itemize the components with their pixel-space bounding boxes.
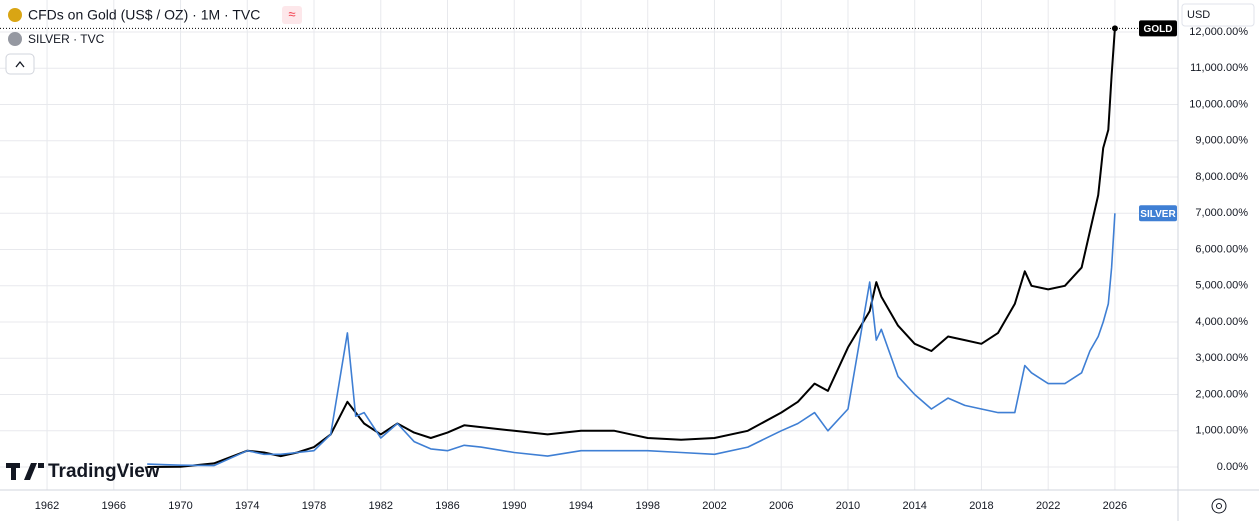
x-tick-label: 2022: [1036, 500, 1060, 512]
settings-button[interactable]: [1211, 498, 1227, 514]
x-tick-label: 2002: [702, 500, 726, 512]
collapse-icon: [15, 60, 25, 68]
grid: [0, 0, 1178, 490]
series-line: [147, 28, 1116, 468]
x-tick-label: 2006: [769, 500, 793, 512]
x-tick-label: 1974: [235, 500, 259, 512]
status-badge[interactable]: [282, 6, 302, 24]
series-label: SILVER: [1140, 209, 1176, 220]
x-tick-label: 2014: [902, 500, 926, 512]
x-tick-label: 2010: [836, 500, 860, 512]
x-tick-label: 2018: [969, 500, 993, 512]
x-tick-label: 1986: [435, 500, 459, 512]
y-tick-label: 10,000.00%: [1189, 98, 1248, 110]
y-tick-label: 0.00%: [1217, 461, 1248, 473]
chart-title: CFDs on Gold (US$ / OZ) · 1M · TVC: [28, 7, 260, 23]
overlay: 0.00% 1,000.00% 2,000.00% 3,000.00% 4,000.00…: [0, 20, 1248, 512]
y-tick-label: 8,000.00%: [1195, 171, 1248, 183]
y-tick-label: 4,000.00%: [1195, 316, 1248, 328]
y-tick-label: 9,000.00%: [1195, 135, 1248, 147]
logo-mark: [6, 463, 44, 480]
series-label: GOLD: [1144, 24, 1173, 35]
x-tick-label: 2026: [1103, 500, 1127, 512]
x-tick-label: 1962: [35, 500, 59, 512]
last-point: [1111, 25, 1118, 32]
currency-button[interactable]: [1181, 3, 1255, 27]
silver-icon: [8, 32, 22, 46]
watermark: TradingView: [48, 461, 160, 482]
y-tick-label: 5,000.00%: [1195, 280, 1248, 292]
y-tick-label: 2,000.00%: [1195, 388, 1248, 400]
currency: USD: [1187, 9, 1210, 21]
status-icon: ≈: [288, 6, 295, 21]
y-tick-label: 11,000.00%: [1190, 62, 1248, 74]
collapse-button[interactable]: [5, 53, 35, 75]
series-label-box: [1139, 205, 1177, 222]
x-tick-label: 1970: [168, 500, 192, 512]
y-tick-label: 3,000.00%: [1195, 352, 1248, 364]
x-tick-label: 1990: [502, 500, 526, 512]
settings-icon: [1216, 503, 1222, 509]
plot: [147, 28, 1116, 468]
y-tick-label: 1,000.00%: [1195, 425, 1248, 437]
x-tick-label: 1978: [302, 500, 326, 512]
gold-icon: [8, 8, 22, 22]
y-tick-label: 6,000.00%: [1195, 243, 1248, 255]
series-label-box: [1139, 20, 1177, 37]
x-tick-label: 1998: [635, 500, 659, 512]
chart-subtitle: SILVER · TVC: [28, 32, 105, 46]
y-tick-label: 7,000.00%: [1195, 207, 1248, 219]
x-tick-label: 1966: [102, 500, 126, 512]
series-line: [147, 213, 1116, 467]
x-tick-label: 1994: [569, 500, 593, 512]
y-tick-label: 12,000.00%: [1189, 26, 1248, 38]
x-tick-label: 1982: [369, 500, 393, 512]
